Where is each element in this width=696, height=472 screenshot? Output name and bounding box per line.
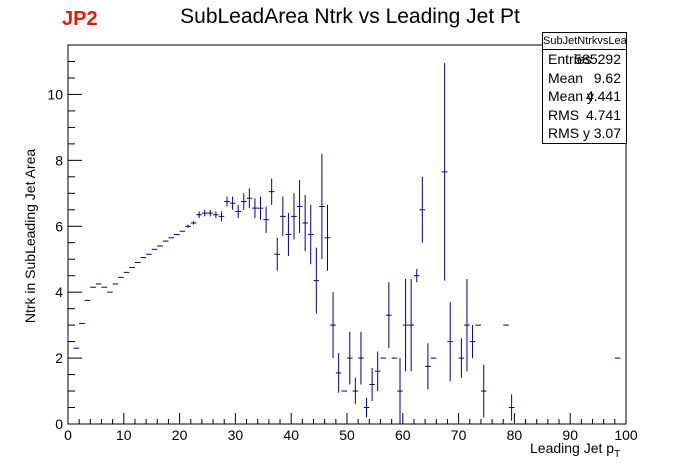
stats-label: Entries [548, 51, 592, 67]
data-point [397, 358, 403, 424]
stats-value: 585292 [574, 51, 621, 67]
x-tick-label: 70 [451, 427, 467, 443]
data-point [330, 292, 336, 359]
stats-row-entries: Entries 585292 [543, 50, 626, 69]
data-point [268, 178, 275, 205]
y-tick-label: 2 [55, 350, 63, 366]
x-tick-label: 0 [64, 427, 72, 443]
data-point [402, 278, 409, 372]
x-axis-ticks: 0 10 20 30 40 50 60 70 80 90 100 [64, 413, 638, 443]
data-point [408, 278, 414, 372]
data-point [319, 153, 325, 260]
stats-row-rms-y: RMS y 3.07 [543, 124, 626, 143]
trigger-tag: JP2 [62, 8, 98, 30]
data-point [480, 364, 487, 418]
x-tick-label: 80 [507, 427, 523, 443]
y-tick-label: 8 [55, 152, 63, 168]
y-axis-ticks: 0 2 4 6 8 10 [47, 44, 82, 432]
y-tick-label: 6 [55, 218, 63, 234]
data-point [352, 377, 359, 405]
data-point [302, 194, 308, 251]
stats-value: 3.07 [593, 125, 621, 141]
x-tick-label: 10 [116, 427, 132, 443]
data-point [224, 196, 230, 207]
data-point [363, 397, 370, 418]
stats-box: SubJetNtrkvsLeadJetPt Entries 585292 Mea… [542, 32, 627, 144]
data-point [213, 211, 219, 219]
stats-row-mean-y: Mean y 4.441 [543, 87, 626, 106]
data-point [263, 206, 269, 233]
data-point [313, 247, 320, 314]
stats-label: Mean y [548, 88, 594, 104]
data-point [307, 204, 314, 265]
chart-title: SubLeadArea Ntrk vs Leading Jet Pt [180, 5, 520, 28]
data-point [447, 302, 454, 382]
data-point [386, 282, 392, 349]
x-tick-label: 20 [172, 427, 188, 443]
stats-label: RMS [548, 106, 580, 123]
data-point [291, 193, 297, 240]
data-point [469, 325, 476, 359]
data-point [218, 211, 225, 222]
x-tick-label: 100 [614, 427, 638, 443]
data-point [190, 221, 197, 225]
x-axis-label-subscript: T [614, 448, 621, 460]
data-point [413, 269, 420, 283]
data-point [196, 211, 202, 219]
stats-value: 9.62 [593, 69, 621, 86]
data-point [458, 338, 465, 378]
stats-value: 4.441 [585, 88, 621, 104]
data-point [324, 204, 331, 271]
data-point [285, 213, 292, 256]
data-point [369, 367, 375, 401]
data-point [296, 180, 303, 233]
data-point [185, 224, 191, 228]
data-point [508, 394, 515, 421]
y-tick-label: 0 [55, 416, 63, 432]
data-point [207, 209, 214, 217]
data-point [335, 353, 342, 393]
y-axis-label: Ntrk in SubLeading Jet Area [22, 148, 38, 324]
data-point [235, 204, 241, 219]
y-tick-label: 10 [47, 86, 63, 102]
data-point [419, 176, 426, 243]
data-point [246, 188, 253, 209]
data-point [464, 278, 470, 372]
data-point [274, 237, 281, 271]
x-axis-label-text: Leading Jet p [530, 440, 615, 456]
stats-row-rms: RMS 4.741 [543, 106, 626, 125]
stats-label: Mean [548, 69, 584, 86]
x-tick-label: 90 [562, 427, 578, 443]
x-tick-label: 40 [283, 427, 299, 443]
data-points [73, 63, 621, 424]
data-point [358, 331, 364, 385]
data-point [441, 63, 448, 281]
stats-row-mean: Mean 9.62 [543, 69, 626, 88]
data-point [201, 209, 208, 217]
data-point [229, 196, 236, 210]
stats-value: 4.741 [585, 106, 621, 123]
y-tick-label: 4 [55, 284, 63, 300]
x-axis-label: Leading Jet pT [530, 440, 620, 460]
x-tick-label: 30 [228, 427, 244, 443]
x-tick-label: 60 [395, 427, 411, 443]
data-point [374, 351, 381, 392]
data-point [280, 196, 286, 237]
data-point [347, 331, 353, 385]
data-point [425, 343, 431, 390]
data-point [257, 196, 264, 220]
data-point [252, 198, 258, 219]
x-tick-label: 50 [339, 427, 355, 443]
stats-box-title: SubJetNtrkvsLeadJetPt [543, 33, 626, 50]
stats-label: RMS y [548, 125, 590, 141]
data-point [240, 193, 247, 210]
